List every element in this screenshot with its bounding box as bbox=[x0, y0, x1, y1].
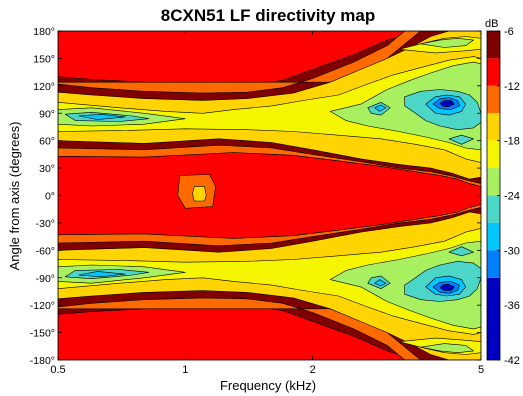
x-tick-label: 2 bbox=[310, 364, 316, 376]
y-tick-label: 60° bbox=[39, 136, 55, 148]
colorbar-swatch bbox=[487, 113, 500, 141]
contour-region-m30-1 bbox=[78, 271, 126, 278]
y-axis-label: Angle from axis (degrees) bbox=[7, 122, 22, 271]
contour-region-m18-0 bbox=[58, 31, 481, 180]
contour-region-m24-4 bbox=[420, 38, 474, 48]
heatmap-plot-area bbox=[58, 31, 481, 360]
y-tick-label: -180° bbox=[30, 355, 55, 367]
heatmap-contour-bands bbox=[58, 31, 481, 360]
colorbar-swatch bbox=[487, 31, 500, 59]
contour-region-m30-0 bbox=[78, 113, 126, 120]
colorbar-tick-label: -36 bbox=[504, 300, 520, 312]
contour-region-m27-6 bbox=[448, 134, 474, 145]
chart-title: 8CXN51 LF directivity map bbox=[161, 6, 375, 25]
x-tick-label: 5 bbox=[478, 364, 484, 376]
contour-region-m24-5 bbox=[420, 343, 474, 353]
contour-region-m30-5 bbox=[374, 279, 387, 287]
y-tick-label: 90° bbox=[39, 108, 55, 120]
colorbar-swatch bbox=[487, 58, 500, 86]
colorbar-tick-label: -24 bbox=[504, 191, 520, 203]
y-tick-label: 30° bbox=[39, 163, 55, 175]
contour-region-m42-1 bbox=[439, 283, 455, 291]
colorbar-swatch bbox=[487, 250, 500, 278]
colorbar-swatch bbox=[487, 277, 500, 361]
contour-region-m27-7 bbox=[448, 246, 474, 257]
x-axis-label: Frequency (kHz) bbox=[220, 378, 316, 393]
colorbar-swatch bbox=[487, 168, 500, 196]
x-tick-label: 0.5 bbox=[50, 364, 65, 376]
y-tick-label: -120° bbox=[30, 300, 55, 312]
colorbar-swatch bbox=[487, 195, 500, 223]
axes: 180° 150° 120° 90° 60° 30° 0° -30° -60° -90° -120°… bbox=[30, 26, 484, 376]
colorbar-tick-label: -30 bbox=[504, 245, 520, 257]
contour-region-m21-0 bbox=[58, 56, 481, 163]
y-tick-label: -30° bbox=[36, 218, 55, 230]
contour-region-m15-2 bbox=[58, 144, 481, 187]
colorbar-swatch bbox=[487, 85, 500, 114]
contour-region-m42-0 bbox=[439, 100, 455, 108]
contour-region-m18-1 bbox=[58, 211, 481, 360]
colorbar-tick-label: -6 bbox=[504, 26, 514, 38]
contour-region-m12-0 bbox=[58, 31, 416, 87]
y-tick-label: -90° bbox=[36, 273, 55, 285]
contour-region-m12-1 bbox=[58, 304, 416, 360]
y-tick-label: 120° bbox=[33, 81, 55, 93]
colorbar: -6 -12 -18 -24 -30 -36 -42 bbox=[486, 26, 520, 367]
y-tick-label: -60° bbox=[36, 245, 55, 257]
y-tick-label: 180° bbox=[33, 26, 55, 38]
colorbar-tick-label: -18 bbox=[504, 136, 520, 148]
x-tick-label: 1 bbox=[182, 364, 188, 376]
contour-region-m21-1 bbox=[58, 228, 481, 335]
colorbar-tick-label: -12 bbox=[504, 81, 520, 93]
contour-region-m30-4 bbox=[374, 104, 387, 112]
colorbar-unit-label: dB bbox=[485, 18, 498, 30]
contour-region-m18-2 bbox=[192, 186, 207, 202]
y-tick-label: 150° bbox=[33, 53, 55, 65]
colorbar-swatch bbox=[487, 222, 500, 251]
colorbar-tick-label: -42 bbox=[504, 355, 520, 367]
y-tick-label: -150° bbox=[30, 328, 55, 340]
contour-region-m15-3 bbox=[58, 204, 481, 247]
y-tick-label: 0° bbox=[45, 191, 55, 203]
colorbar-swatch bbox=[487, 140, 500, 169]
